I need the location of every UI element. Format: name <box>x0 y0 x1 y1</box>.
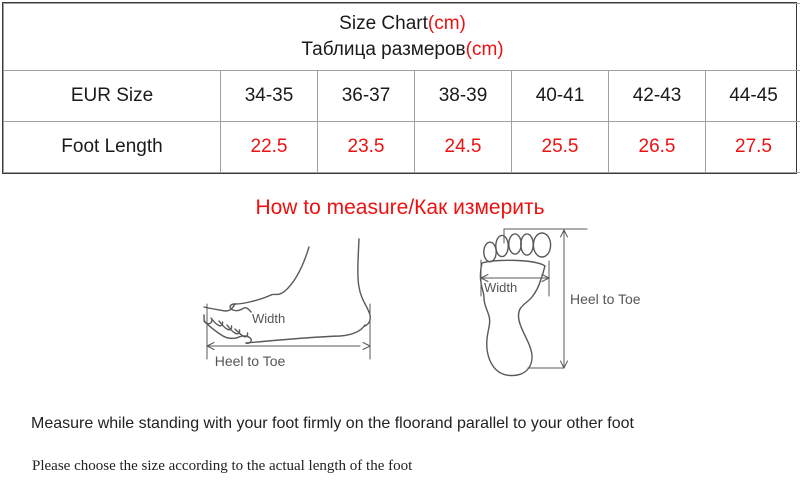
svg-text:Width: Width <box>484 280 517 295</box>
svg-text:Heel to Toe: Heel to Toe <box>215 353 286 369</box>
svg-text:Heel to Toe: Heel to Toe <box>570 291 641 307</box>
svg-text:Width: Width <box>252 311 285 326</box>
